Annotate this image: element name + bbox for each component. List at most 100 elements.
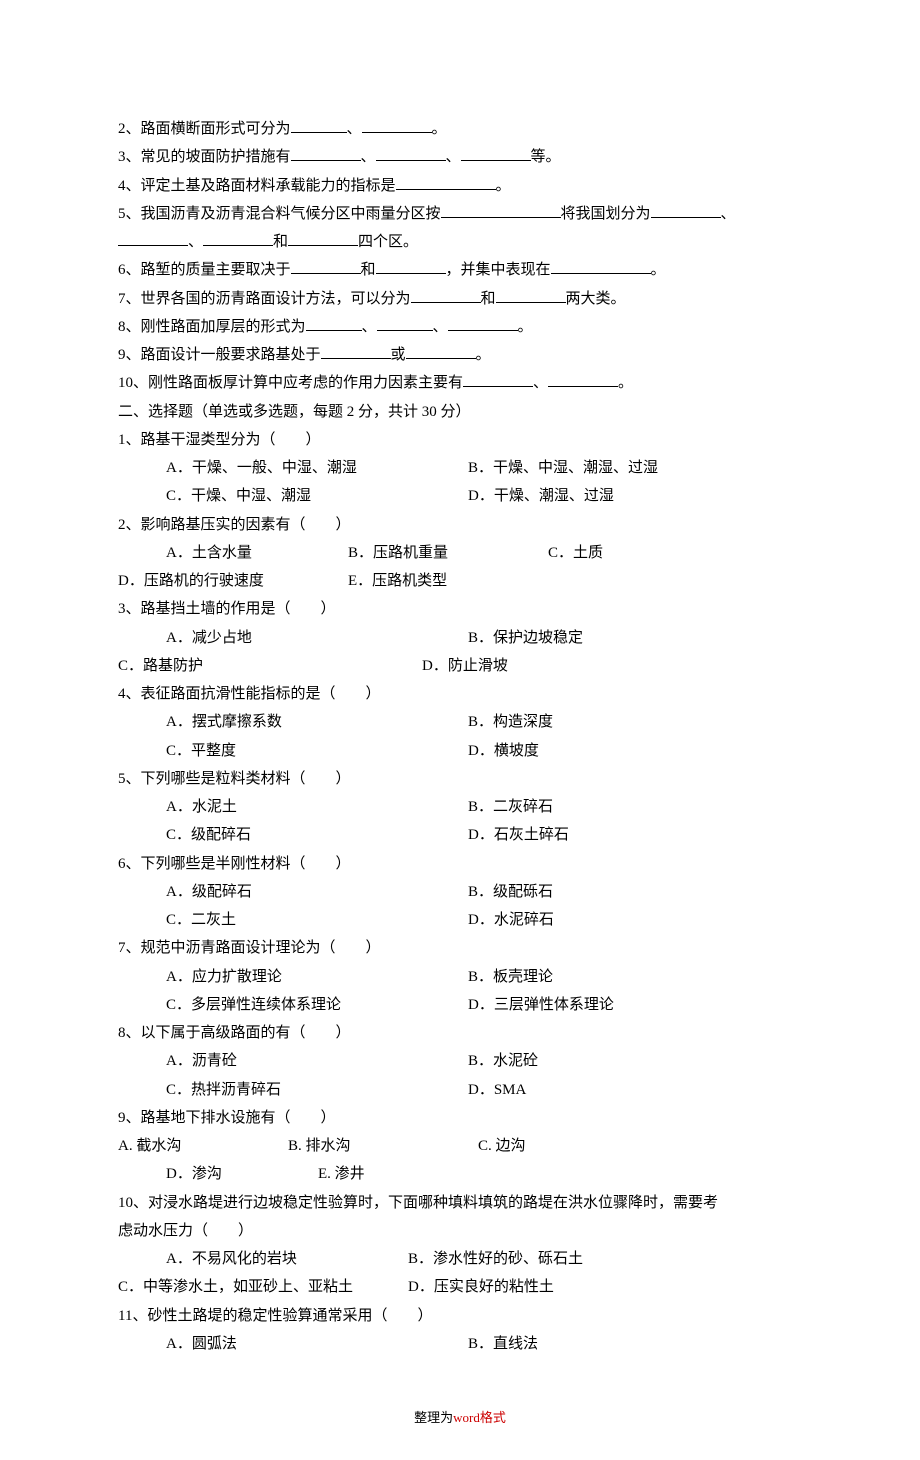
blank: [406, 344, 476, 359]
mc-q10-row1: A．不易风化的岩块 B．渗水性好的砂、砾石土: [118, 1246, 802, 1272]
mc-q10-stem2: 虑动水压力（ ）: [118, 1218, 802, 1244]
text: ，并集中表现在: [446, 262, 551, 278]
opt-a: A. 截水沟: [118, 1133, 288, 1159]
fill-q4: 4、评定土基及路面材料承载能力的指标是 。: [118, 173, 802, 199]
opt-b: B．干燥、中湿、潮湿、过湿: [468, 455, 802, 481]
blank: [376, 146, 446, 161]
text: 或: [391, 347, 406, 363]
text: 3、常见的坡面防护措施有: [118, 149, 291, 165]
opt-d: D．石灰土碎石: [468, 822, 802, 848]
mc-q5-stem: 5、下列哪些是粒料类材料（ ）: [118, 766, 802, 792]
opt-e: E. 渗井: [318, 1161, 802, 1187]
opt-d: D．横坡度: [468, 738, 802, 764]
footer-text3: 格式: [480, 1410, 506, 1425]
blank: [396, 175, 496, 190]
fill-q7: 7、世界各国的沥青路面设计方法，可以分为和两大类。: [118, 286, 802, 312]
text: 、: [721, 206, 736, 222]
opt-a: A．干燥、一般、中湿、潮湿: [118, 455, 468, 481]
blank: [118, 231, 188, 246]
opt-b: B．渗水性好的砂、砾石土: [408, 1246, 802, 1272]
text: 等。: [531, 149, 561, 165]
text: 两大类。: [566, 291, 626, 307]
text: 、: [347, 121, 362, 137]
mc-q3-row1: A．减少占地 B．保护边坡稳定: [118, 625, 802, 651]
text: 10、刚性路面板厚计算中应考虑的作用力因素主要有: [118, 375, 463, 391]
text: 2、路面横断面形式可分为: [118, 121, 291, 137]
text: 4、评定土基及路面材料承载能力的指标是: [118, 178, 396, 194]
opt-d: D．压实良好的粘性土: [408, 1274, 802, 1300]
text: 、: [362, 319, 377, 335]
opt-a: A．减少占地: [118, 625, 468, 651]
opt-c: C．平整度: [118, 738, 468, 764]
opt-c: C．二灰土: [118, 907, 468, 933]
text: 8、刚性路面加厚层的形式为: [118, 319, 306, 335]
mc-q7-stem: 7、规范中沥青路面设计理论为（ ）: [118, 935, 802, 961]
text: 、: [433, 319, 448, 335]
blank: [203, 231, 273, 246]
mc-q4-row2: C．平整度 D．横坡度: [118, 738, 802, 764]
mc-q8-row1: A．沥青砼 B．水泥砼: [118, 1048, 802, 1074]
text: 7、世界各国的沥青路面设计方法，可以分为: [118, 291, 411, 307]
opt-a: A．摆式摩擦系数: [118, 709, 468, 735]
text: 、: [446, 149, 461, 165]
fill-q5-line2: 、和四个区。: [118, 229, 802, 255]
opt-b: B．级配砾石: [468, 879, 802, 905]
fill-q2: 2、路面横断面形式可分为、。: [118, 116, 802, 142]
opt-b: B．构造深度: [468, 709, 802, 735]
opt-a: A．沥青砼: [118, 1048, 468, 1074]
opt-d: D．渗沟: [118, 1161, 318, 1187]
page-footer: 整理为word格式: [118, 1407, 802, 1430]
opt-d: D．水泥碎石: [468, 907, 802, 933]
text: 6、路堑的质量主要取决于: [118, 262, 291, 278]
opt-e: E．压路机类型: [348, 568, 802, 594]
opt-c: C．土质: [548, 540, 802, 566]
mc-q7-row1: A．应力扩散理论 B．板壳理论: [118, 964, 802, 990]
blank: [291, 259, 361, 274]
opt-b: B．保护边坡稳定: [468, 625, 802, 651]
opt-c: C．中等渗水土，如亚砂上、亚粘土: [118, 1274, 408, 1300]
opt-c: C．路基防护: [118, 653, 422, 679]
document-content: 2、路面横断面形式可分为、。 3、常见的坡面防护措施有、、等。 4、评定土基及路…: [118, 116, 802, 1430]
mc-q2-row1: A．土含水量 B．压路机重量 C．土质: [118, 540, 802, 566]
opt-a: A．应力扩散理论: [118, 964, 468, 990]
blank: [551, 259, 651, 274]
mc-q1-row2: C．干燥、中湿、潮湿 D．干燥、潮湿、过湿: [118, 483, 802, 509]
mc-q8-stem: 8、以下属于高级路面的有（ ）: [118, 1020, 802, 1046]
blank: [448, 316, 518, 331]
fill-q8: 8、刚性路面加厚层的形式为 、 、 。: [118, 314, 802, 340]
opt-c: C．多层弹性连续体系理论: [118, 992, 468, 1018]
mc-q3-stem: 3、路基挡土墙的作用是（ ）: [118, 596, 802, 622]
blank: [496, 288, 566, 303]
text: 将我国划分为: [561, 206, 651, 222]
mc-q9-stem: 9、路基地下排水设施有（ ）: [118, 1105, 802, 1131]
text: 、: [188, 234, 203, 250]
opt-d: D．三层弹性体系理论: [468, 992, 802, 1018]
text: 、: [533, 375, 548, 391]
opt-c: C. 边沟: [478, 1133, 802, 1159]
fill-q9: 9、路面设计一般要求路基处于或。: [118, 342, 802, 368]
blank: [288, 231, 358, 246]
mc-q3-row2: C．路基防护 D．防止滑坡: [118, 653, 802, 679]
mc-q6-row2: C．二灰土 D．水泥碎石: [118, 907, 802, 933]
mc-q5-row1: A．水泥土 B．二灰碎石: [118, 794, 802, 820]
opt-a: A．水泥土: [118, 794, 468, 820]
opt-b: B. 排水沟: [288, 1133, 478, 1159]
text: 。: [518, 319, 533, 335]
fill-q5-line1: 5、我国沥青及沥青混合料气候分区中雨量分区按将我国划分为、: [118, 201, 802, 227]
mc-q8-row2: C．热拌沥青碎石 D．SMA: [118, 1077, 802, 1103]
mc-q6-stem: 6、下列哪些是半刚性材料（ ）: [118, 851, 802, 877]
opt-b: B．二灰碎石: [468, 794, 802, 820]
mc-q7-row2: C．多层弹性连续体系理论 D．三层弹性体系理论: [118, 992, 802, 1018]
opt-a: A．级配碎石: [118, 879, 468, 905]
text: 9、路面设计一般要求路基处于: [118, 347, 321, 363]
mc-q10-row2: C．中等渗水土，如亚砂上、亚粘土 D．压实良好的粘性土: [118, 1274, 802, 1300]
opt-c: C．级配碎石: [118, 822, 468, 848]
mc-q1-stem: 1、路基干湿类型分为（ ）: [118, 427, 802, 453]
blank: [411, 288, 481, 303]
mc-q9-row1: A. 截水沟 B. 排水沟 C. 边沟: [118, 1133, 802, 1159]
mc-q10-stem1: 10、对浸水路堤进行边坡稳定性验算时，下面哪种填料填筑的路堤在洪水位骤降时，需要…: [118, 1190, 802, 1216]
opt-b: B．水泥砼: [468, 1048, 802, 1074]
text: 。: [496, 178, 511, 194]
opt-c: C．热拌沥青碎石: [118, 1077, 468, 1103]
opt-a: A．土含水量: [118, 540, 348, 566]
